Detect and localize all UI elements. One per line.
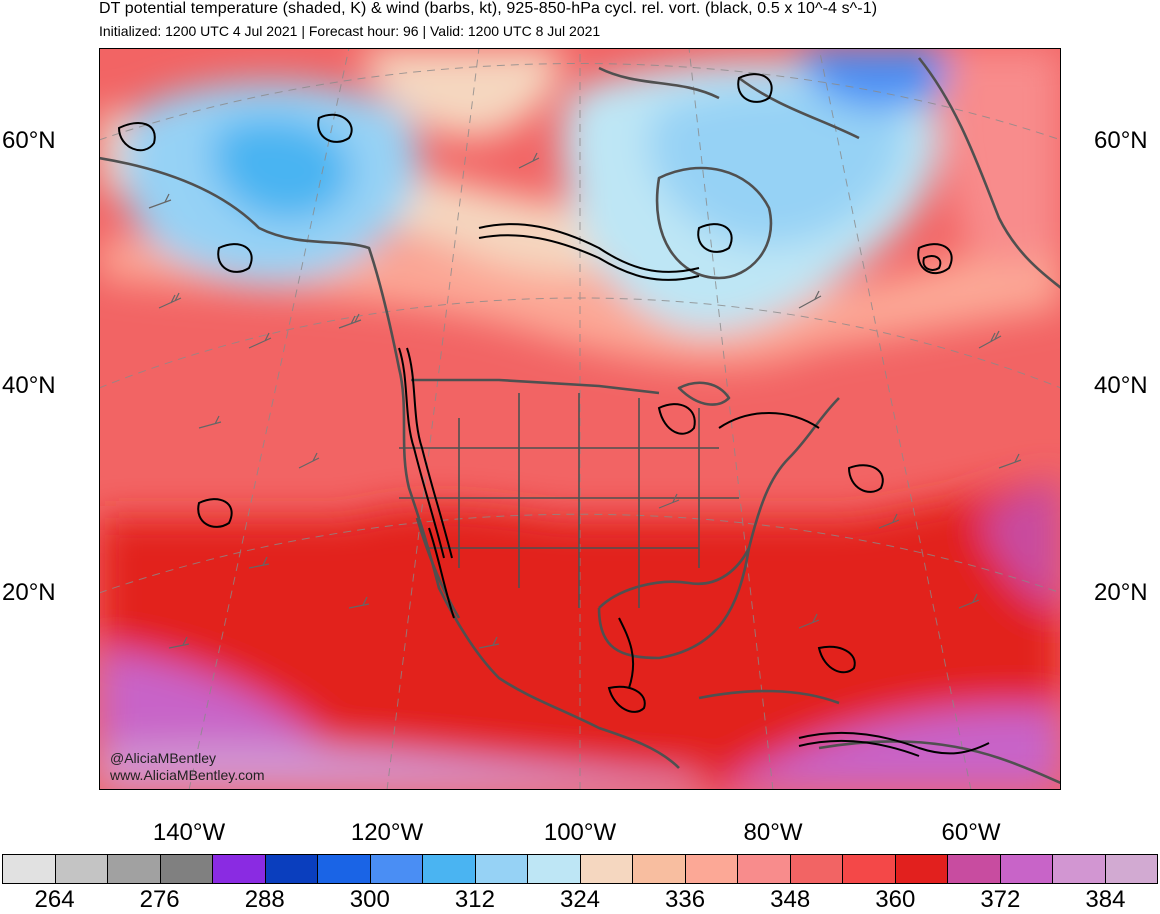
- colorbar: [2, 854, 1158, 884]
- colorbar-swatch: [264, 854, 318, 884]
- credit-website: www.AliciaMBentley.com: [110, 767, 265, 783]
- map-title: DT potential temperature (shaded, K) & w…: [99, 0, 878, 17]
- lat-label-60n-left: 60°N: [2, 127, 56, 154]
- colorbar-swatch: [2, 854, 56, 884]
- wind-barbs: [148, 152, 1022, 649]
- colorbar-swatch: [527, 854, 581, 884]
- colorbar-tick-label: 348: [770, 886, 811, 913]
- colorbar-swatch: [684, 854, 738, 884]
- colorbar-swatch: [842, 854, 896, 884]
- lat-label-40n-right: 40°N: [1094, 372, 1148, 399]
- colorbar-swatch: [474, 854, 528, 884]
- colorbar-tick-label: 336: [665, 886, 706, 913]
- colorbar-swatch: [737, 854, 791, 884]
- lat-label-40n-left: 40°N: [2, 372, 56, 399]
- vorticity-contours: [117, 73, 990, 757]
- lat-label-20n-right: 20°N: [1094, 579, 1148, 606]
- weather-map: [99, 48, 1061, 790]
- colorbar-swatch: [159, 854, 213, 884]
- colorbar-swatch: [947, 854, 1001, 884]
- lon-label-120w: 120°W: [350, 819, 424, 846]
- colorbar-swatch: [894, 854, 948, 884]
- lon-label-140w: 140°W: [152, 819, 226, 846]
- colorbar-swatch: [632, 854, 686, 884]
- credit-handle: @AliciaMBentley: [110, 750, 217, 766]
- lat-label-60n-right: 60°N: [1094, 127, 1148, 154]
- lon-label-60w: 60°W: [941, 819, 1001, 846]
- colorbar-swatch: [212, 854, 266, 884]
- lat-label-20n-left: 20°N: [2, 579, 56, 606]
- map-subtitle: Initialized: 1200 UTC 4 Jul 2021 | Forec…: [99, 23, 601, 39]
- colorbar-swatch: [107, 854, 161, 884]
- lon-label-100w: 100°W: [543, 819, 617, 846]
- colorbar-tick-label: 360: [875, 886, 916, 913]
- colorbar-tick-label: 384: [1085, 886, 1126, 913]
- colorbar-swatch: [54, 854, 108, 884]
- colorbar-swatch: [369, 854, 423, 884]
- colorbar-swatch: [422, 854, 476, 884]
- colorbar-swatch: [1104, 854, 1158, 884]
- colorbar-swatch: [579, 854, 633, 884]
- colorbar-tick-label: 288: [244, 886, 285, 913]
- graticule: [99, 48, 1061, 790]
- colorbar-swatch: [317, 854, 371, 884]
- lon-label-80w: 80°W: [743, 819, 803, 846]
- colorbar-swatch: [999, 854, 1053, 884]
- colorbar-tick-label: 324: [559, 886, 601, 913]
- colorbar-tick-label: 276: [139, 886, 180, 913]
- colorbar-tick-label: 312: [454, 886, 495, 913]
- colorbar-swatch: [789, 854, 843, 884]
- colorbar-tick-label: 300: [349, 886, 390, 913]
- colorbar-tick-label: 264: [34, 886, 75, 913]
- colorbar-swatch: [1052, 854, 1106, 884]
- land-outlines: [99, 57, 1061, 785]
- colorbar-tick-label: 372: [980, 886, 1021, 913]
